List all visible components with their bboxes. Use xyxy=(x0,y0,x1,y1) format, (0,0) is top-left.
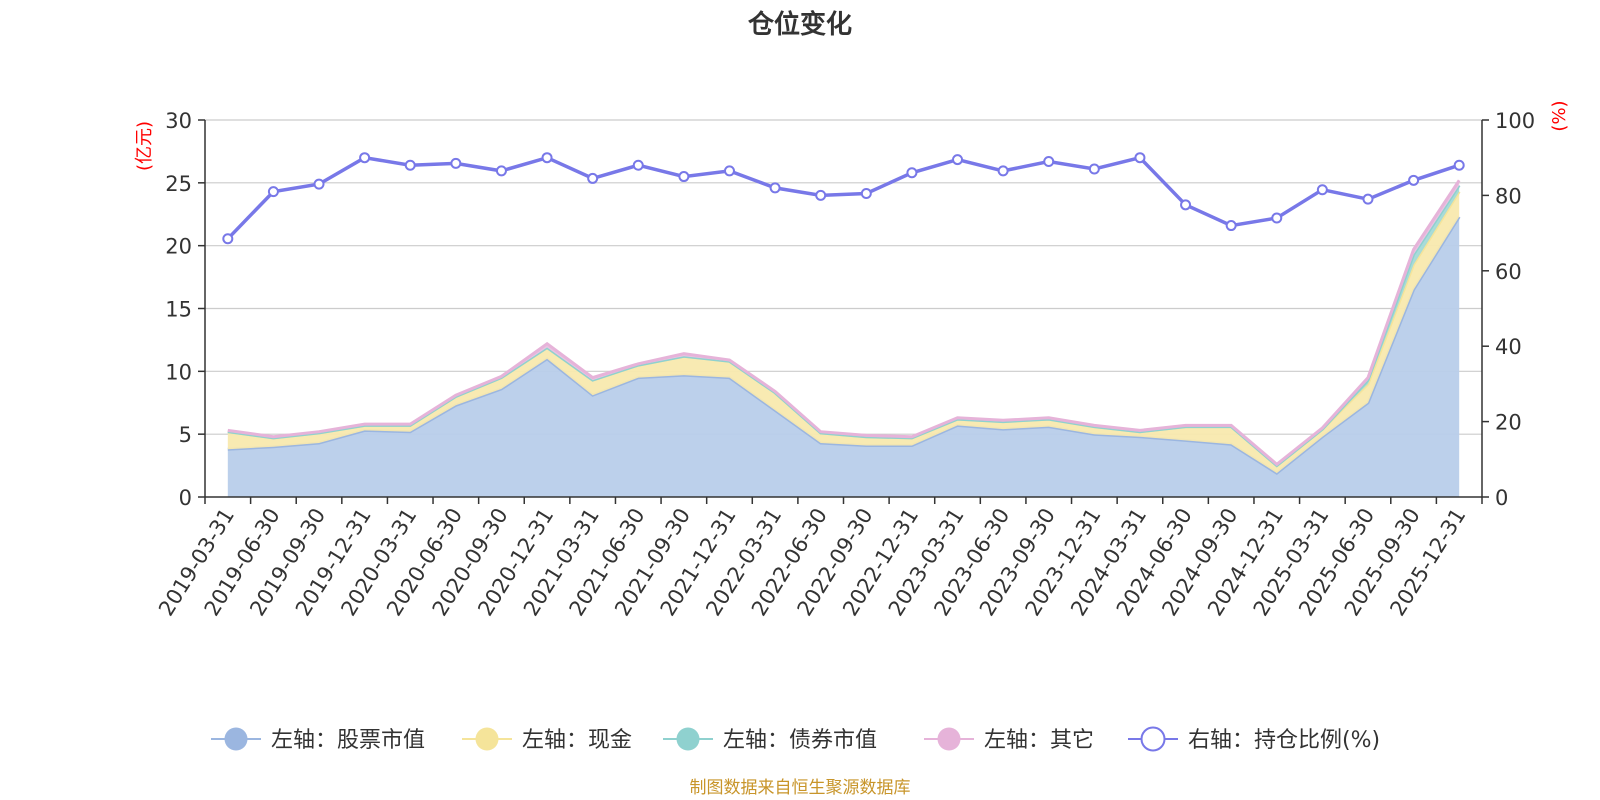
chart-title: 仓位变化 xyxy=(747,9,852,40)
legend-marker-1 xyxy=(475,727,499,751)
holding-ratio-line xyxy=(222,152,1465,245)
ratio-point-2023-03-31 xyxy=(952,154,964,166)
ratio-point-2022-06-30 xyxy=(815,189,827,201)
left-axis-unit: (亿元) xyxy=(134,121,155,171)
right-tick-label-60: 60 xyxy=(1495,260,1522,284)
ratio-point-2019-12-31 xyxy=(359,152,371,164)
ratio-point-2019-09-30 xyxy=(313,178,325,190)
left-tick-label-30: 30 xyxy=(165,109,192,133)
right-tick-label-40: 40 xyxy=(1495,335,1522,359)
left-tick-label-15: 15 xyxy=(165,298,192,322)
ratio-point-2022-09-30 xyxy=(860,188,872,200)
ratio-point-2023-12-31 xyxy=(1088,163,1100,175)
ratio-point-2025-12-31 xyxy=(1453,159,1465,171)
left-tick-label-5: 5 xyxy=(179,423,192,447)
ratio-point-2024-03-31 xyxy=(1134,152,1146,164)
axes: 0510152025300204060801002019-03-312019-0… xyxy=(154,109,1535,620)
right-tick-label-80: 80 xyxy=(1495,184,1522,208)
grid-lines xyxy=(205,119,1482,435)
ratio-point-2019-06-30 xyxy=(267,186,279,198)
ratio-point-2020-09-30 xyxy=(495,165,507,177)
left-tick-label-0: 0 xyxy=(179,486,192,510)
left-tick-label-20: 20 xyxy=(165,235,192,259)
ratio-point-2022-03-31 xyxy=(769,182,781,194)
right-axis-unit: (%) xyxy=(1549,100,1570,131)
ratio-line-path xyxy=(226,155,1460,241)
legend-label-2: 左轴：债券市值 xyxy=(723,728,877,753)
legend-label-3: 左轴：其它 xyxy=(984,728,1094,753)
legend-marker-2 xyxy=(676,727,700,751)
legend: 左轴：股票市值 左轴：现金 左轴：债券市值 左轴：其它 右轴：持仓比例(%) xyxy=(211,726,1380,753)
legend-marker-3 xyxy=(937,727,961,751)
ratio-point-2023-09-30 xyxy=(1043,155,1055,167)
ratio-point-2025-09-30 xyxy=(1408,174,1420,186)
right-tick-label-20: 20 xyxy=(1495,411,1522,435)
left-tick-label-25: 25 xyxy=(165,172,192,196)
ratio-point-2020-03-31 xyxy=(404,159,416,171)
ratio-point-2019-03-31 xyxy=(222,233,234,245)
ratio-point-2020-12-31 xyxy=(541,152,553,164)
area-series-0 xyxy=(227,216,1460,498)
ratio-point-2021-09-30 xyxy=(678,171,690,183)
legend-marker-0 xyxy=(224,727,248,751)
ratio-point-2023-06-30 xyxy=(997,165,1009,177)
area-series-line-3 xyxy=(227,179,1461,467)
ratio-point-2021-12-31 xyxy=(723,165,735,177)
left-tick-label-10: 10 xyxy=(165,360,192,384)
ratio-point-2021-06-30 xyxy=(632,159,644,171)
ratio-point-2024-06-30 xyxy=(1180,199,1192,211)
stacked-areas xyxy=(227,179,1461,498)
ratio-point-2022-12-31 xyxy=(906,167,918,179)
data-source-note: 制图数据来自恒生聚源数据库 xyxy=(690,778,911,798)
legend-marker-4 xyxy=(1140,726,1166,752)
ratio-point-2020-06-30 xyxy=(450,157,462,169)
ratio-point-2024-12-31 xyxy=(1271,212,1283,224)
legend-label-4: 右轴：持仓比例(%) xyxy=(1188,728,1380,753)
legend-label-0: 左轴：股票市值 xyxy=(271,728,425,753)
ratio-point-2024-09-30 xyxy=(1225,220,1237,232)
ratio-point-2025-03-31 xyxy=(1316,184,1328,196)
right-tick-label-100: 100 xyxy=(1495,109,1535,133)
legend-label-1: 左轴：现金 xyxy=(522,728,632,753)
ratio-point-2025-06-30 xyxy=(1362,193,1374,205)
right-tick-label-0: 0 xyxy=(1495,486,1508,510)
ratio-point-2021-03-31 xyxy=(587,172,599,184)
